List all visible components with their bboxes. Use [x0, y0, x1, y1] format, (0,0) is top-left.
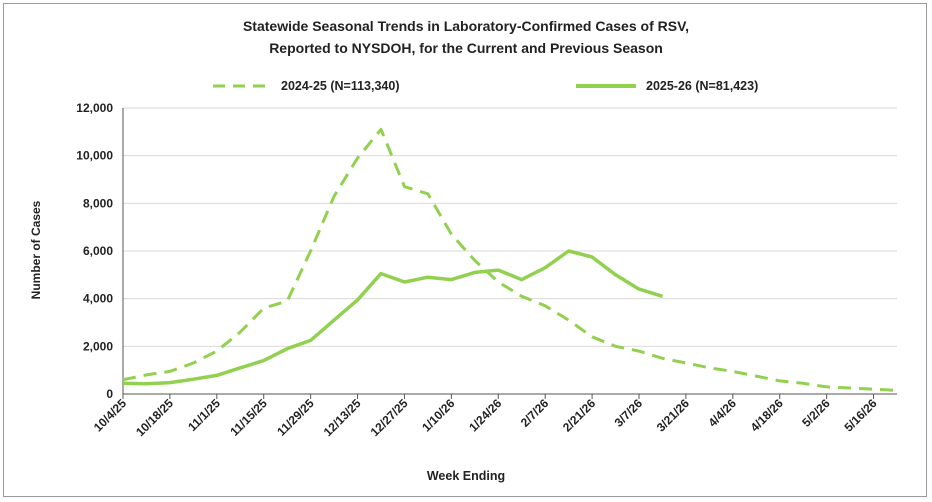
x-tick-label: 11/15/25 [227, 396, 270, 439]
x-tick-label: 4/18/26 [748, 396, 786, 434]
x-tick-label: 1/10/26 [419, 396, 457, 434]
legend-label-2024-25: 2024-25 (N=113,340) [281, 79, 400, 93]
x-tick-label: 12/13/25 [321, 396, 364, 439]
x-tick-label: 3/7/26 [612, 396, 646, 430]
y-tick-label: 12,000 [76, 101, 113, 115]
legend-item-2024-25: 2024-25 (N=113,340) [213, 76, 400, 96]
chart-title: Statewide Seasonal Trends in Laboratory-… [242, 18, 690, 34]
y-tick-label: 8,000 [83, 196, 113, 210]
x-tick-label: 5/2/26 [799, 396, 833, 430]
legend-dashed-swatch [213, 84, 271, 88]
x-tick-label: 5/16/26 [841, 396, 879, 434]
y-tick-label: 2,000 [83, 339, 113, 353]
legend-label-2025-26: 2025-26 (N=81,423) [646, 79, 759, 93]
x-tick-label: 11/29/25 [274, 396, 317, 439]
series-line-2024-25 [122, 127, 898, 392]
legend-solid-swatch [576, 84, 636, 88]
x-tick-label: 10/4/25 [91, 396, 129, 434]
x-axis-title: Week Ending [426, 469, 506, 483]
x-tick-label: 4/4/26 [705, 396, 739, 430]
y-tick-label: 6,000 [83, 244, 113, 258]
series-line-2025-26 [122, 249, 664, 386]
x-tick-label: 2/21/26 [560, 396, 598, 434]
y-tick-label: 0 [106, 387, 113, 401]
chart-subtitle: Reported to NYSDOH, for the Current and … [269, 40, 663, 56]
x-tick-label: 2/7/26 [518, 396, 552, 430]
x-tick-label: 12/27/25 [368, 396, 411, 439]
y-tick-label: 10,000 [76, 149, 113, 163]
x-tick-label: 11/1/25 [185, 396, 223, 434]
x-tick-label: 3/21/26 [654, 396, 692, 434]
legend-item-2025-26: 2025-26 (N=81,423) [576, 76, 758, 96]
x-tick-label: 10/18/25 [133, 396, 176, 439]
y-tick-label: 4,000 [83, 292, 113, 306]
x-tick-label: 1/24/26 [466, 396, 504, 434]
